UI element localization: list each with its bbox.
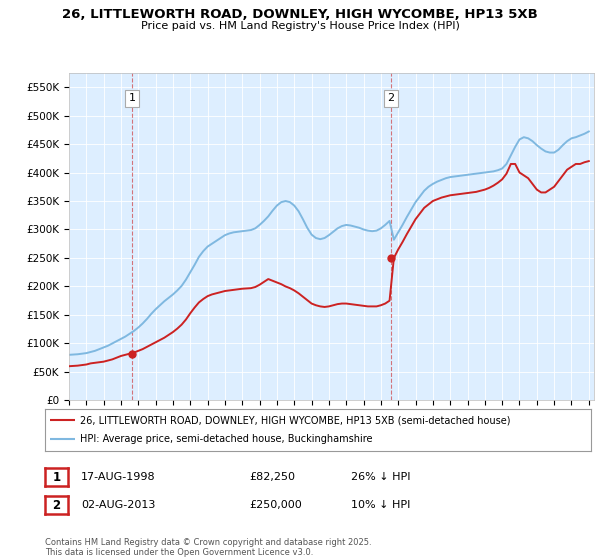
Text: £82,250: £82,250 [249, 472, 295, 482]
Text: 26, LITTLEWORTH ROAD, DOWNLEY, HIGH WYCOMBE, HP13 5XB (semi-detached house): 26, LITTLEWORTH ROAD, DOWNLEY, HIGH WYCO… [80, 415, 511, 425]
Text: 1: 1 [52, 470, 61, 484]
Text: 2: 2 [52, 498, 61, 512]
Text: Price paid vs. HM Land Registry's House Price Index (HPI): Price paid vs. HM Land Registry's House … [140, 21, 460, 31]
Text: HPI: Average price, semi-detached house, Buckinghamshire: HPI: Average price, semi-detached house,… [80, 435, 373, 445]
Text: Contains HM Land Registry data © Crown copyright and database right 2025.
This d: Contains HM Land Registry data © Crown c… [45, 538, 371, 557]
Text: 26% ↓ HPI: 26% ↓ HPI [351, 472, 410, 482]
Text: 26, LITTLEWORTH ROAD, DOWNLEY, HIGH WYCOMBE, HP13 5XB: 26, LITTLEWORTH ROAD, DOWNLEY, HIGH WYCO… [62, 8, 538, 21]
Text: 1: 1 [128, 94, 136, 104]
Text: £250,000: £250,000 [249, 500, 302, 510]
Text: 2: 2 [388, 94, 394, 104]
Text: 02-AUG-2013: 02-AUG-2013 [81, 500, 155, 510]
Text: 10% ↓ HPI: 10% ↓ HPI [351, 500, 410, 510]
Text: 17-AUG-1998: 17-AUG-1998 [81, 472, 155, 482]
